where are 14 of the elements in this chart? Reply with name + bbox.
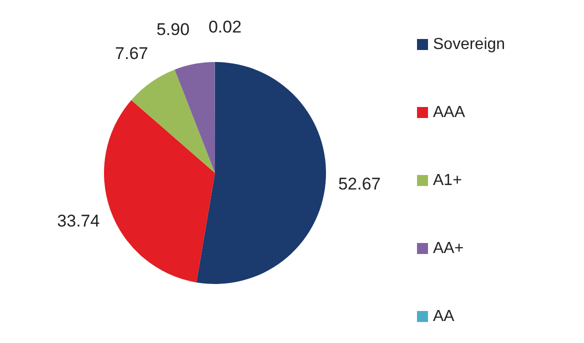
pie-slice: [174, 62, 215, 173]
legend-label: Sovereign: [433, 36, 506, 54]
data-label: 33.74: [57, 211, 100, 230]
data-label: 7.67: [115, 44, 148, 63]
data-label: 5.90: [156, 20, 190, 39]
legend-label: AA: [433, 308, 455, 326]
data-label: 0.02: [208, 17, 242, 36]
legend-label: A1+: [433, 172, 462, 190]
pie-slice: [131, 70, 215, 173]
legend-label: AAA: [433, 104, 466, 122]
legend-label: AA+: [433, 240, 464, 258]
data-label: 52.67: [338, 174, 381, 194]
pie-slice: [104, 100, 215, 282]
pie-slice: [196, 62, 326, 284]
